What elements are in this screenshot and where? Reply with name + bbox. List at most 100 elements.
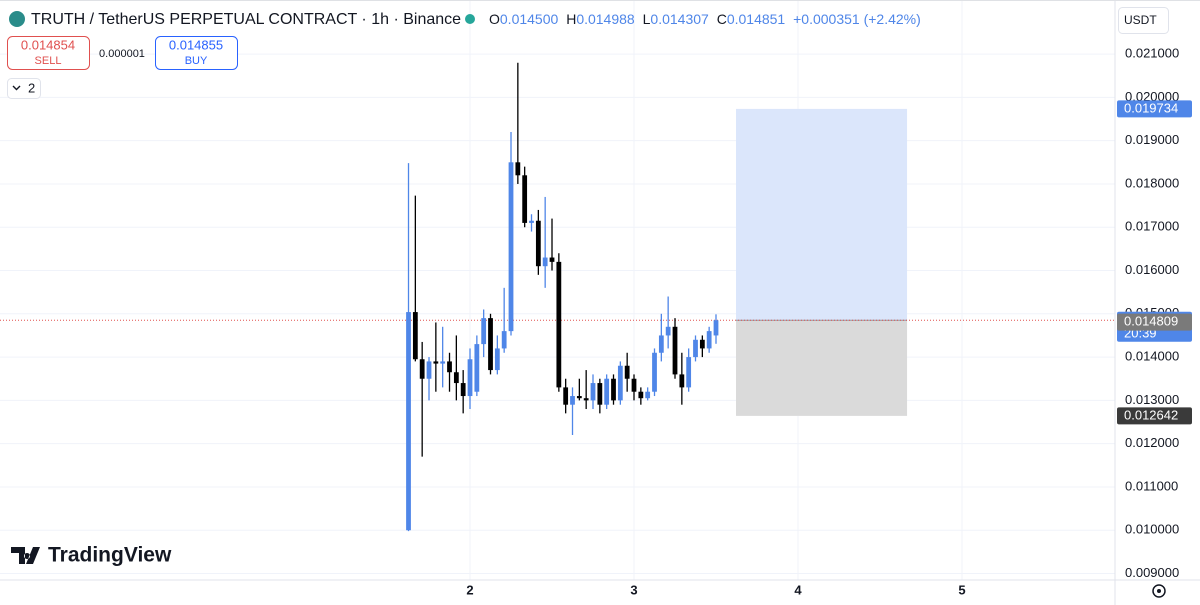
candle-body <box>645 391 651 399</box>
y-tick-label: 0.013000 <box>1125 392 1179 407</box>
currency: USDT <box>1124 13 1157 27</box>
settings-icon-center <box>1157 589 1161 593</box>
sell-button[interactable] <box>7 36 90 70</box>
candle-body <box>590 383 596 401</box>
candle-body <box>556 261 562 388</box>
y-tick-label: 0.018000 <box>1125 175 1179 190</box>
x-tick-label: 5 <box>958 582 965 597</box>
price-label-bg <box>1117 100 1192 118</box>
candle-body <box>679 374 685 388</box>
y-tick-label: 0.021000 <box>1125 46 1179 61</box>
candle-body <box>426 361 432 379</box>
candle-body <box>549 257 555 262</box>
sell-price: 0.014854 <box>21 37 75 52</box>
y-tick-label: 0.010000 <box>1125 522 1179 537</box>
candle-body <box>672 326 678 375</box>
y-tick-label: 0.019000 <box>1125 132 1179 147</box>
profit-zone <box>736 108 908 321</box>
x-tick-label: 4 <box>794 582 802 597</box>
candle-body <box>453 372 459 384</box>
candle-body <box>583 398 589 401</box>
y-tick-label: 0.009000 <box>1125 565 1179 580</box>
y-tick-label: 0.016000 <box>1125 262 1179 277</box>
candle-body <box>412 312 418 360</box>
candle-body <box>406 312 411 531</box>
candle-body <box>576 396 582 399</box>
logo-text: TradingView <box>48 544 172 567</box>
candle-body <box>570 396 575 405</box>
candle-body <box>440 361 446 364</box>
buy-button[interactable] <box>155 36 238 70</box>
price-label-bg <box>1117 313 1192 331</box>
candle-body <box>686 357 692 388</box>
ohlc: O0.014500 H0.014988 L0.014307 C0.014851 … <box>489 11 921 27</box>
candle-body <box>522 175 528 223</box>
candle-body <box>535 220 541 267</box>
candle-body <box>447 361 452 373</box>
spread: 0.000001 <box>99 48 145 60</box>
symbol-icon[interactable] <box>9 11 25 27</box>
ohlc-value: 0.014988 <box>576 11 635 27</box>
indicators-count: 2 <box>28 80 35 95</box>
ohlc-label: H <box>566 11 576 27</box>
ohlc-value: 0.014500 <box>500 11 559 27</box>
status-dot <box>465 14 475 24</box>
candle-body <box>460 383 466 397</box>
candle-body <box>542 257 548 267</box>
ohlc-label: L <box>643 11 651 27</box>
candle-body <box>631 378 637 392</box>
ohlc-label: O <box>489 11 500 27</box>
currency-select[interactable] <box>1118 7 1169 34</box>
symbol-title[interactable]: TRUTH / TetherUS PERPETUAL CONTRACT · 1h… <box>31 11 461 28</box>
candle-body <box>611 378 616 401</box>
ohlc-value: 0.014307 <box>650 11 709 27</box>
y-tick-label: 0.014000 <box>1125 349 1179 364</box>
x-tick-label: 3 <box>630 582 637 597</box>
settings-icon[interactable] <box>1152 584 1166 598</box>
ohlc-label: C <box>717 11 727 27</box>
candle-body <box>693 339 698 358</box>
candle-body <box>467 359 473 397</box>
candle-body <box>706 331 712 349</box>
logo-mark <box>11 547 40 564</box>
candle-body <box>529 220 534 223</box>
x-tick-label: 2 <box>466 582 473 597</box>
price-label: 0.012642 <box>1124 407 1178 422</box>
ohlc-value: 0.014851 <box>727 11 786 27</box>
change: +0.000351 (+2.42%) <box>793 11 921 27</box>
candle-body <box>481 318 487 345</box>
candle-body <box>508 162 514 332</box>
candle-body <box>494 348 500 371</box>
candle-body <box>488 318 493 371</box>
candle-body <box>433 361 439 364</box>
candle-body <box>597 383 603 405</box>
price-label: 0.014809 <box>1124 314 1178 329</box>
candle-body <box>474 344 480 392</box>
candle-body <box>617 365 623 401</box>
loss-zone <box>736 320 908 416</box>
candle-body <box>638 391 644 399</box>
buy-label: BUY <box>185 55 208 67</box>
chevron <box>12 85 21 91</box>
candle-body <box>501 331 507 349</box>
indicators-toggle[interactable] <box>7 78 41 99</box>
price-label: 0.019734 <box>1124 100 1178 115</box>
candle-body <box>713 320 719 336</box>
candle-body <box>699 339 705 349</box>
candle-body <box>658 335 664 353</box>
y-tick-label: 0.011000 <box>1125 478 1178 493</box>
y-tick-label: 0.012000 <box>1125 435 1179 450</box>
y-tick-label: 0.017000 <box>1125 219 1179 234</box>
candle-body <box>652 352 657 392</box>
candle-body <box>563 387 569 405</box>
y-tick-label: 0.020000 <box>1125 89 1179 104</box>
candle-body <box>604 378 610 405</box>
candle-body <box>419 359 425 379</box>
candle-body <box>515 162 521 176</box>
buy-price: 0.014855 <box>169 37 223 52</box>
candle-body <box>665 326 671 336</box>
price-label-bg <box>1117 407 1192 425</box>
